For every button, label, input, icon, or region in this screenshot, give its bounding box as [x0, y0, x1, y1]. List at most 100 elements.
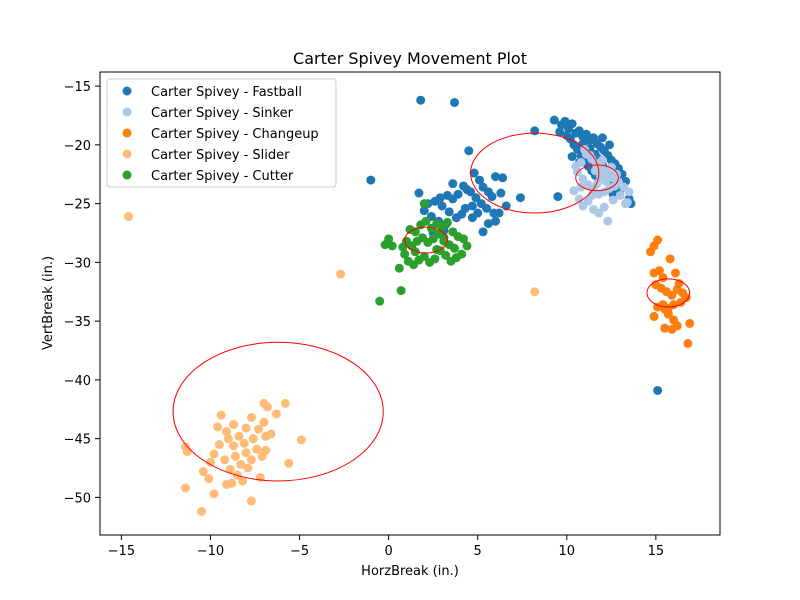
x-tick-label: −5	[290, 544, 309, 559]
data-point	[259, 417, 269, 427]
legend-box	[106, 78, 337, 188]
legend-marker	[122, 128, 132, 138]
data-point	[580, 145, 590, 155]
axis-ticks: −15 −10 −5 0 5 10 15−15−20−25−30−35−40−45−50	[64, 80, 665, 559]
data-point	[229, 441, 239, 451]
data-point	[252, 444, 262, 454]
plot-frame	[99, 71, 721, 536]
data-point	[615, 190, 625, 200]
y-tick-label: −35	[64, 315, 91, 330]
data-point	[471, 193, 481, 203]
data-point	[400, 249, 410, 259]
series-3	[124, 212, 540, 516]
data-point	[491, 172, 501, 182]
data-point	[483, 219, 493, 229]
legend-marker	[122, 86, 132, 96]
data-point	[612, 169, 622, 179]
series-1	[569, 145, 634, 226]
data-point	[578, 174, 588, 184]
data-point	[646, 247, 656, 257]
legend-marker	[122, 107, 132, 117]
legend-entry-label: Carter Spivey - Cutter	[151, 169, 294, 184]
legend-entry-label: Carter Spivey - Changeup	[151, 127, 319, 142]
data-point	[603, 216, 613, 226]
data-point	[336, 269, 346, 279]
data-point	[403, 256, 413, 266]
data-point	[685, 318, 695, 328]
x-tick-label: −15	[108, 544, 135, 559]
legend-marker	[122, 170, 132, 180]
data-point	[446, 256, 456, 266]
data-point	[248, 434, 258, 444]
data-point	[569, 186, 579, 196]
fit-ellipse	[470, 132, 600, 214]
data-point	[458, 234, 468, 244]
data-point	[425, 257, 435, 267]
data-point	[380, 240, 390, 250]
data-point	[396, 286, 406, 296]
data-point	[683, 338, 693, 348]
data-point	[478, 227, 488, 237]
data-point	[574, 194, 584, 204]
data-point	[555, 127, 565, 137]
legend-entry-label: Carter Spivey - Fastball	[151, 85, 302, 100]
x-tick-label: 10	[559, 544, 576, 559]
legend-entry-label: Carter Spivey - Slider	[151, 148, 290, 163]
ellipses	[172, 132, 691, 482]
fit-ellipse	[575, 164, 619, 192]
data-point	[416, 95, 426, 105]
y-tick-label: −50	[64, 491, 91, 506]
data-point	[437, 201, 447, 211]
data-point	[605, 140, 615, 150]
data-point	[209, 489, 219, 499]
data-point	[375, 296, 385, 306]
data-point	[241, 448, 251, 458]
data-point	[414, 188, 424, 198]
data-point	[387, 241, 397, 251]
data-point	[653, 385, 663, 395]
data-point	[234, 431, 244, 441]
data-point	[216, 410, 226, 420]
data-point	[622, 197, 632, 207]
data-point	[239, 438, 249, 448]
data-point	[419, 206, 429, 216]
data-point	[473, 208, 483, 218]
data-point	[665, 254, 675, 264]
series-4	[375, 199, 472, 306]
data-point	[246, 455, 256, 465]
data-point	[271, 409, 281, 419]
data-point	[442, 217, 452, 227]
data-point	[232, 470, 242, 480]
data-point	[498, 173, 508, 183]
data-point	[653, 302, 663, 312]
data-point	[254, 424, 264, 434]
y-tick-label: −20	[64, 139, 91, 154]
data-point	[549, 115, 559, 125]
y-tick-label: −40	[64, 374, 91, 389]
data-point	[246, 412, 256, 422]
data-point	[209, 449, 219, 459]
legend-marker	[122, 149, 132, 159]
data-point	[450, 243, 460, 253]
data-point	[261, 431, 271, 441]
data-point	[496, 188, 506, 198]
data-point	[649, 311, 659, 321]
data-point	[182, 447, 192, 457]
data-point	[205, 457, 215, 467]
data-point	[667, 290, 677, 300]
data-point	[462, 185, 472, 195]
data-point	[419, 199, 429, 209]
data-point	[560, 116, 570, 126]
data-point	[214, 440, 224, 450]
y-axis-label: VertBreak (in.)	[41, 256, 56, 350]
data-point	[213, 422, 223, 432]
data-point	[599, 202, 609, 212]
data-point	[660, 323, 670, 333]
data-point	[571, 161, 581, 171]
data-point	[198, 467, 208, 477]
data-point	[444, 207, 454, 217]
fit-ellipse	[646, 278, 691, 308]
data-point	[590, 166, 600, 176]
data-point	[585, 150, 595, 160]
